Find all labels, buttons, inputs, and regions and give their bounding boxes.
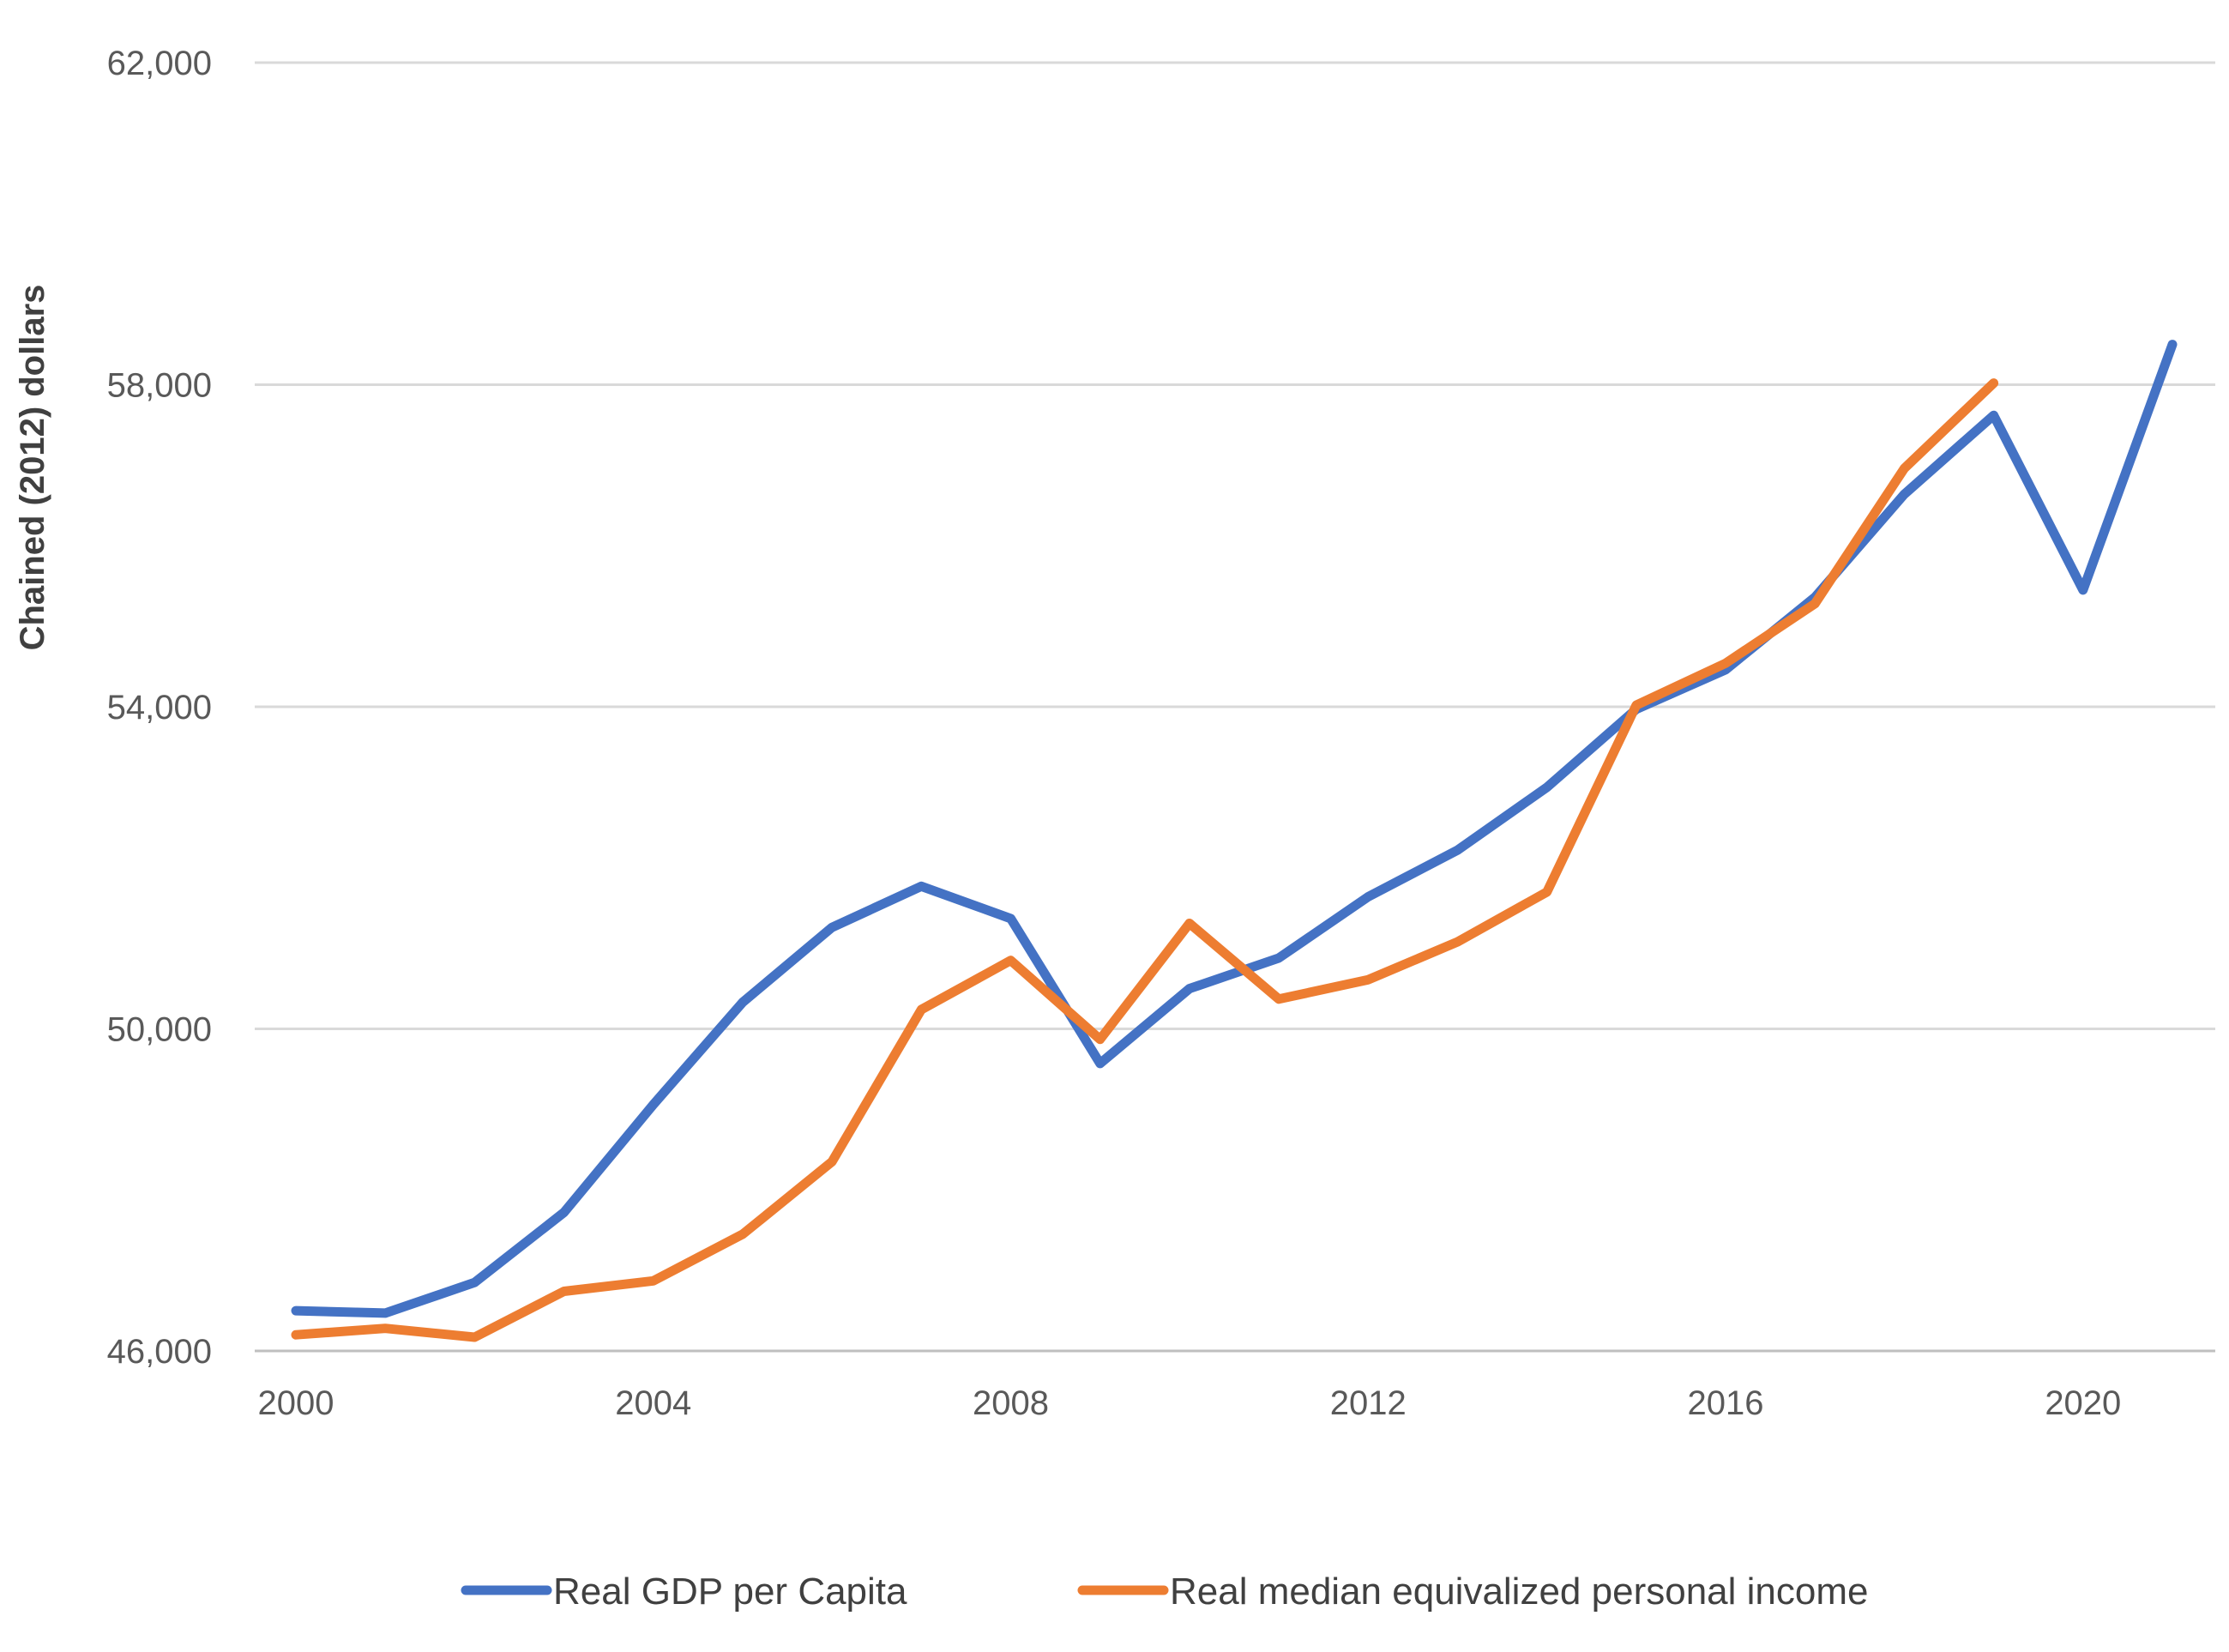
x-tick-label: 2016	[1688, 1384, 1764, 1422]
y-tick-label: 58,000	[107, 367, 212, 405]
x-tick-label: 2020	[2045, 1384, 2121, 1422]
legend-label: Real GDP per Capita	[553, 1571, 907, 1613]
series-line-median-income	[291, 378, 1999, 1342]
x-tick-label: 2004	[615, 1384, 691, 1422]
series-lines	[291, 340, 2178, 1342]
x-tick-label: 2012	[1330, 1384, 1407, 1422]
y-axis-ticks: 46,000 50,000 54,000 58,000 62,000	[107, 45, 212, 1371]
y-axis-title: Chained (2012) dollars	[14, 285, 51, 651]
series-line-gdp-per-capita	[291, 340, 2178, 1318]
x-tick-label: 2000	[258, 1384, 334, 1422]
gridlines	[255, 61, 2215, 1353]
y-tick-label: 62,000	[107, 45, 212, 82]
y-tick-label: 54,000	[107, 689, 212, 727]
legend: Real GDP per Capita Real median equivaliz…	[461, 1571, 1868, 1613]
y-tick-label: 50,000	[107, 1011, 212, 1049]
legend-label: Real median equivalized personal income	[1170, 1571, 1868, 1613]
y-tick-label: 46,000	[107, 1333, 212, 1371]
x-tick-label: 2008	[973, 1384, 1049, 1422]
x-axis-ticks: 2000 2004 2008 2012 2016 2020	[258, 1384, 2122, 1422]
